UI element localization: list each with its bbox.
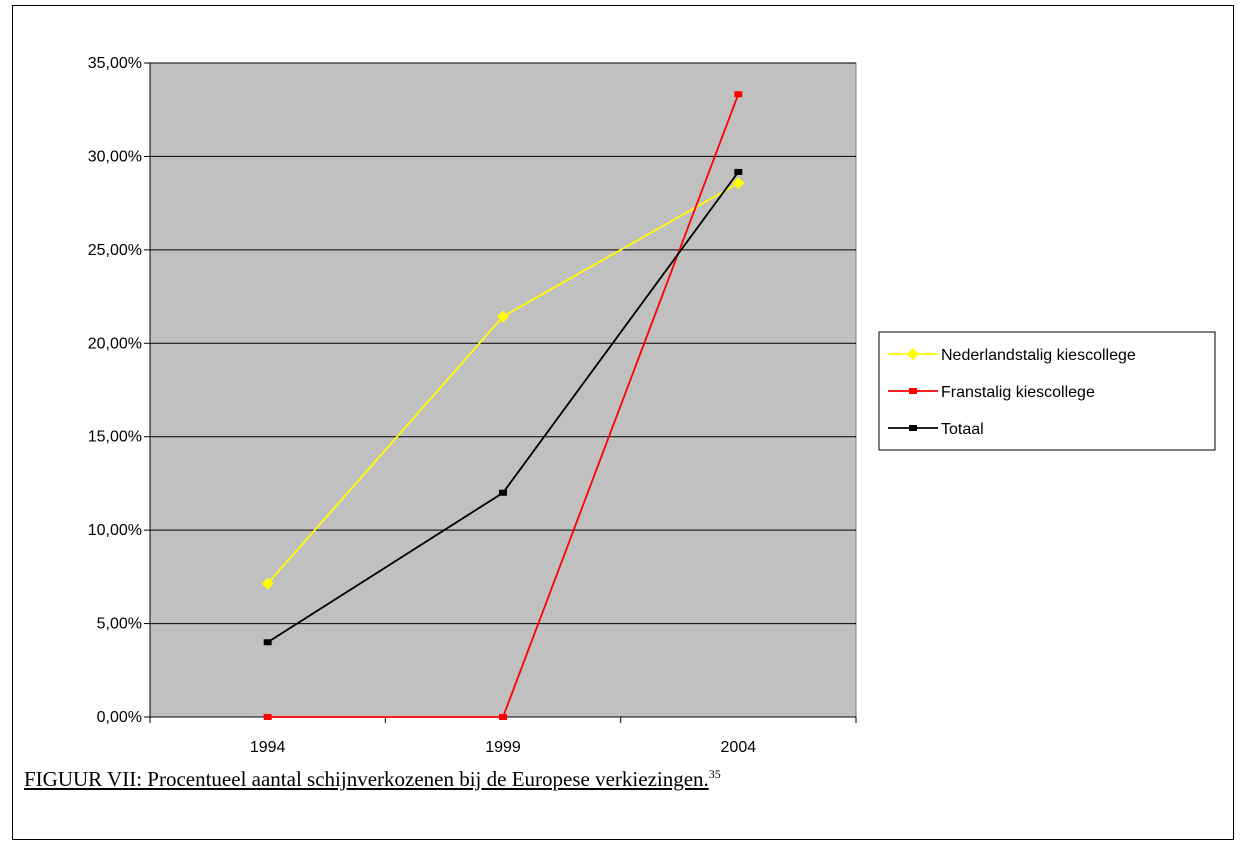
series-2	[263, 168, 743, 646]
x-tick-label: 1994	[250, 739, 286, 756]
data-point	[261, 577, 274, 590]
y-tick-label: 0,00%	[97, 709, 142, 726]
gridlines	[150, 62, 856, 625]
data-point	[497, 310, 509, 323]
y-tick-label: 15,00%	[88, 429, 142, 446]
series-1	[263, 91, 743, 720]
data-point	[732, 177, 745, 190]
series-lines	[261, 91, 745, 720]
legend-label: Totaal	[941, 421, 984, 438]
data-point	[263, 639, 272, 646]
figure-caption: FIGUUR VII: Procentueel aantal schijnver…	[24, 767, 721, 792]
x-axis-ticks: 1994 1999 2004	[149, 717, 857, 756]
y-tick-label: 35,00%	[88, 55, 142, 72]
x-tick-label: 2004	[721, 739, 757, 756]
y-tick-label: 10,00%	[88, 522, 142, 539]
legend-box	[878, 331, 1216, 451]
data-point	[263, 714, 272, 720]
legend-swatch-marker	[907, 348, 919, 360]
y-tick-label: 25,00%	[88, 242, 142, 259]
caption-text: FIGUUR VII: Procentueel aantal schijnver…	[24, 767, 709, 791]
data-point	[499, 489, 507, 496]
legend-swatch-marker	[909, 388, 917, 394]
legend-label: Franstalig kiescollege	[941, 384, 1095, 401]
legend: Nederlandstalig kiescollege Franstalig ki…	[878, 331, 1216, 451]
y-axis-ticks: 0,00% 5,00% 10,00% 15,00% 20,00% 25,00% 30,00%…	[88, 55, 150, 726]
plot-area	[149, 62, 857, 718]
data-point	[734, 168, 743, 175]
y-tick-label: 5,00%	[97, 616, 142, 633]
y-tick-label: 30,00%	[88, 148, 142, 165]
x-tick-label: 1999	[485, 739, 521, 756]
legend-label: Nederlandstalig kiescollege	[941, 347, 1136, 364]
data-point	[734, 91, 743, 98]
series-0	[261, 177, 745, 590]
y-tick-label: 20,00%	[88, 335, 142, 352]
footnote-marker: 35	[708, 767, 721, 781]
data-point	[499, 714, 507, 720]
legend-swatch-marker	[909, 425, 917, 431]
